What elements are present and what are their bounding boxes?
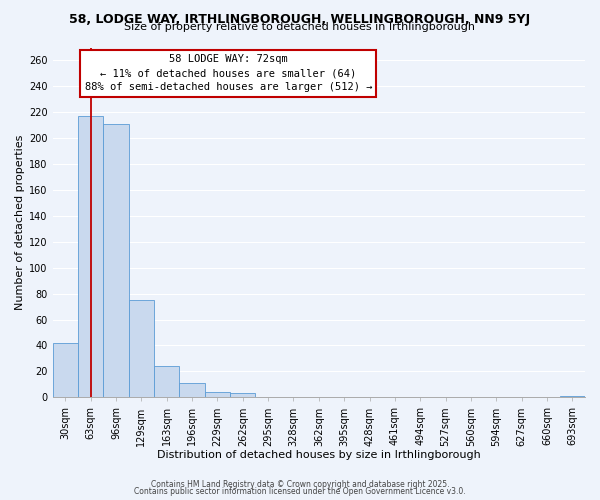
Text: Size of property relative to detached houses in Irthlingborough: Size of property relative to detached ho…	[125, 22, 476, 32]
Bar	[205, 392, 230, 398]
Bar	[154, 366, 179, 398]
Text: Contains public sector information licensed under the Open Government Licence v3: Contains public sector information licen…	[134, 487, 466, 496]
Y-axis label: Number of detached properties: Number of detached properties	[15, 134, 25, 310]
Bar	[103, 124, 129, 398]
Text: 58, LODGE WAY, IRTHLINGBOROUGH, WELLINGBOROUGH, NN9 5YJ: 58, LODGE WAY, IRTHLINGBOROUGH, WELLINGB…	[70, 12, 530, 26]
Text: 58 LODGE WAY: 72sqm
← 11% of detached houses are smaller (64)
88% of semi-detach: 58 LODGE WAY: 72sqm ← 11% of detached ho…	[85, 54, 372, 92]
Bar	[179, 383, 205, 398]
Bar	[230, 394, 256, 398]
Bar	[53, 343, 78, 398]
Text: Contains HM Land Registry data © Crown copyright and database right 2025.: Contains HM Land Registry data © Crown c…	[151, 480, 449, 489]
Bar	[129, 300, 154, 398]
Bar	[560, 396, 585, 398]
X-axis label: Distribution of detached houses by size in Irthlingborough: Distribution of detached houses by size …	[157, 450, 481, 460]
Bar	[78, 116, 103, 398]
